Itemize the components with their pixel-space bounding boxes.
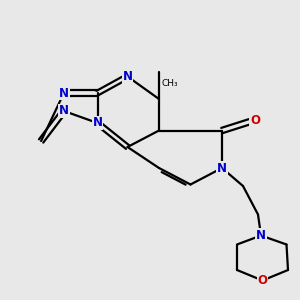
Text: O: O [257,274,268,287]
Text: N: N [217,161,227,175]
Text: N: N [59,86,69,100]
Text: N: N [92,116,103,130]
Text: N: N [256,229,266,242]
Text: N: N [59,104,69,118]
Text: O: O [250,113,260,127]
Text: N: N [122,70,133,83]
Text: CH₃: CH₃ [162,80,178,88]
